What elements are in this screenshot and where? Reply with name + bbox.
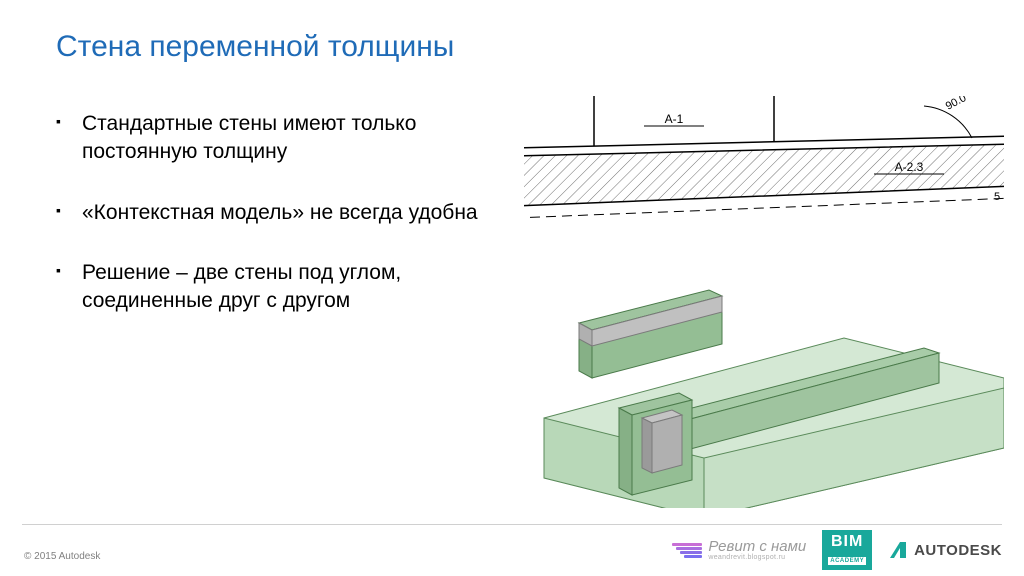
label-a1: A-1 [665,112,684,126]
list-item: Решение – две стены под углом, соединенн… [56,259,486,316]
footer: © 2015 Autodesk Ревит с нами weandrevit.… [0,524,1024,576]
technical-drawing: A-1 A-2.3 90.0° 5 [524,96,1004,246]
copyright-text: © 2015 Autodesk [24,551,100,562]
bim-logo-big: BIM [828,534,866,550]
footer-divider [22,524,1002,525]
slide: Стена переменной толщины Стандартные сте… [0,0,1024,576]
list-item: «Контекстная модель» не всегда удобна [56,199,486,227]
autodesk-logo-text: AUTODESK [914,542,1002,559]
revit-logo-sub: weandrevit.blogspot.ru [708,554,806,561]
slide-title: Стена переменной толщины [56,30,454,64]
revit-stripes-icon [672,543,702,558]
isometric-model [524,268,1004,508]
bullet-list: Стандартные стены имеют только постоянну… [56,110,486,348]
label-a23: A-2.3 [895,160,924,174]
bim-logo-small: ACADEMY [828,557,866,565]
svg-text:5: 5 [994,191,1000,203]
list-item: Стандартные стены имеют только постоянну… [56,110,486,167]
autodesk-logo: AUTODESK [888,540,1002,560]
revit-logo-text: Ревит с нами [708,539,806,554]
revit-logo: Ревит с нами weandrevit.blogspot.ru [672,539,806,561]
autodesk-icon [888,540,908,560]
bim-academy-logo: BIM ACADEMY [822,530,872,570]
footer-logos: Ревит с нами weandrevit.blogspot.ru BIM … [672,530,1002,570]
